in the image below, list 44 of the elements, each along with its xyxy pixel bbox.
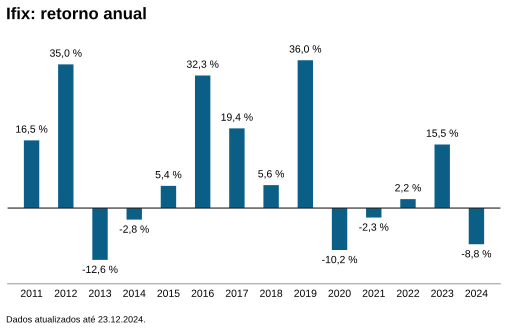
data-label: -8,8 % (462, 250, 492, 259)
data-label: 32,3 % (186, 60, 219, 70)
chart-title: Ifix: retorno anual (7, 7, 146, 20)
data-label: -2,8 % (120, 225, 149, 234)
bar (400, 199, 416, 208)
data-label: 5,4 % (156, 170, 182, 180)
x-tick-label: 2018 (260, 290, 282, 298)
x-tick-label: 2020 (328, 290, 351, 298)
bar (24, 140, 40, 208)
bar (194, 75, 210, 208)
bar (468, 208, 484, 244)
x-tick-label: 2015 (157, 290, 180, 298)
data-label: 16,5 % (16, 125, 48, 134)
bar (366, 208, 382, 218)
x-tick-label: 2024 (465, 290, 488, 298)
x-tick-label: 2022 (396, 290, 420, 298)
data-label: 19,4 % (221, 113, 253, 122)
bar (434, 144, 450, 208)
bar (160, 186, 176, 208)
bar (58, 64, 74, 208)
data-label: -10,2 % (322, 256, 358, 264)
data-label: -12,6 % (82, 266, 118, 274)
data-label: 2,2 % (395, 184, 421, 193)
bar (92, 208, 108, 260)
x-tick-label: 2021 (362, 290, 385, 298)
bar (229, 128, 245, 208)
x-tick-label: 2017 (226, 290, 248, 298)
x-tick-label: 2013 (88, 290, 112, 298)
data-label: -2,3 % (359, 223, 388, 232)
x-tick-label: 2011 (20, 290, 42, 298)
text: Dados atualizados até 23.12.2024. (6, 316, 145, 323)
bar (332, 208, 348, 250)
x-tick-label: 2016 (192, 290, 214, 298)
x-tick-label: 2014 (123, 290, 146, 298)
bar (126, 208, 142, 220)
bar (263, 185, 279, 208)
bar (298, 60, 314, 208)
x-tick-label: 2019 (294, 290, 316, 298)
x-tick-label: 2023 (431, 290, 454, 298)
x-tick-label: 2012 (54, 290, 77, 298)
data-label: 15,5 % (426, 130, 458, 138)
data-label: 36,0 % (290, 45, 322, 54)
data-label: 5,6 % (258, 170, 284, 179)
data-label: 35,0 % (50, 49, 82, 58)
